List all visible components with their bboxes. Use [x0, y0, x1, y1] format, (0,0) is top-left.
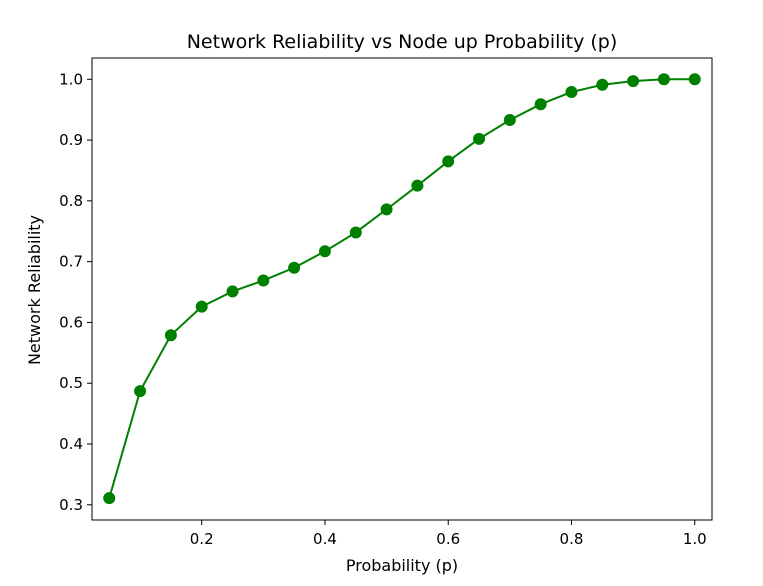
data-point [257, 274, 270, 287]
data-point [627, 75, 640, 88]
plot-frame [91, 57, 713, 521]
data-point [688, 73, 701, 86]
data-point [288, 261, 301, 274]
data-point [442, 155, 455, 168]
data-point [534, 98, 547, 111]
x-axis-label: Probability (p) [346, 556, 458, 575]
x-tick-label: 0.2 [190, 530, 214, 548]
y-axis-label: Network Reliability [25, 215, 44, 365]
x-tick-label: 0.4 [313, 530, 337, 548]
y-tick-label: 0.6 [59, 313, 83, 331]
y-tick-label: 0.8 [59, 192, 83, 210]
data-point [380, 203, 393, 216]
data-point [226, 285, 239, 298]
y-tick-label: 0.4 [59, 435, 83, 453]
data-point [657, 73, 670, 86]
plot-area: 0.2 0.4 0.6 0.8 1.0 0.3 0.4 0.5 0.6 0.7 0.8 0.9 1.0 [59, 57, 713, 548]
chart-title: Network Reliability vs Node up Probabili… [187, 31, 618, 53]
data-point [318, 245, 331, 258]
y-tick-label: 0.7 [59, 253, 83, 271]
data-point [349, 226, 362, 239]
y-tick-label: 0.3 [59, 496, 83, 514]
data-point [103, 492, 116, 505]
data-point [565, 86, 578, 99]
data-point [411, 179, 424, 192]
data-point [164, 329, 177, 342]
data-point [134, 385, 147, 398]
x-tick-label: 1.0 [683, 530, 707, 548]
data-point [195, 300, 208, 313]
data-point [473, 132, 486, 145]
x-tick-label: 0.8 [560, 530, 584, 548]
y-tick-label: 0.5 [59, 374, 83, 392]
x-tick-label: 0.6 [436, 530, 460, 548]
y-tick-label: 1.0 [59, 70, 83, 88]
data-point [596, 78, 609, 91]
y-tick-label: 0.9 [59, 131, 83, 149]
series-line [108, 78, 695, 499]
data-point [503, 114, 516, 127]
